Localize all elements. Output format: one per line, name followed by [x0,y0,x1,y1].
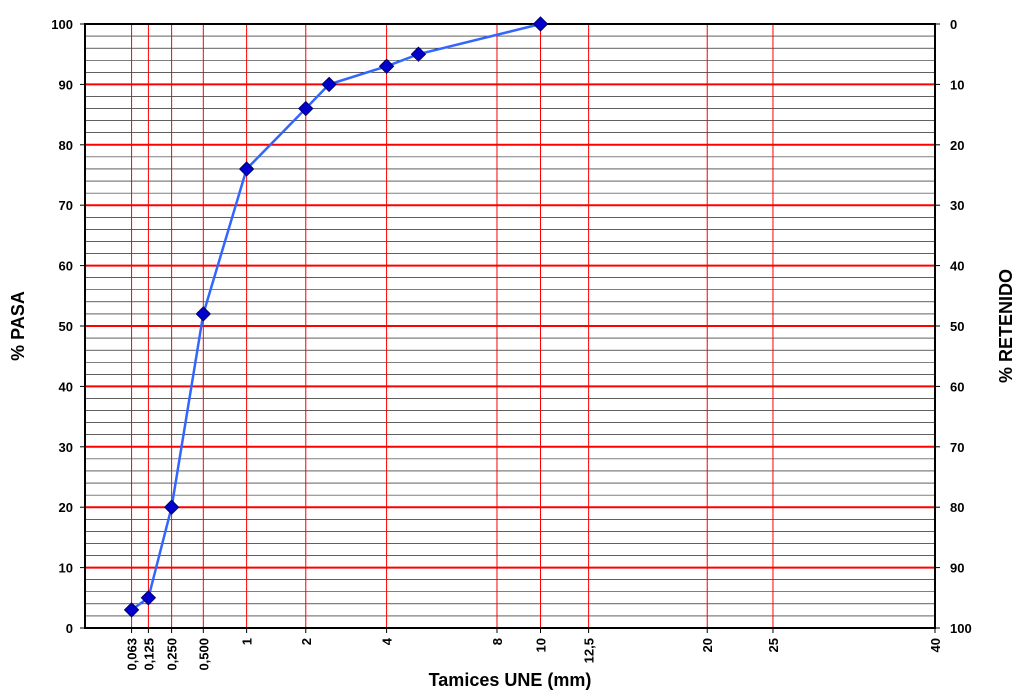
data-point [321,76,337,93]
y2-tick-label: 60 [950,379,964,394]
x-tick-label: 0,125 [141,638,156,671]
y-tick-label: 10 [59,561,73,576]
y-axis-title: % PASA [8,291,28,361]
y2-tick-label: 80 [950,500,964,515]
x-tick-label: 0,500 [196,638,211,671]
y2-tick-label: 0 [950,17,957,32]
y-tick-label: 90 [59,77,73,92]
y-tick-label: 100 [51,17,73,32]
plot-border [84,23,936,629]
x-tick-label: 25 [766,638,781,652]
y-tick-label: 70 [59,198,73,213]
y2-tick-label: 50 [950,319,964,334]
x-tick-label: 0,063 [125,638,140,671]
data-point [410,46,427,62]
y2-axis-title: % RETENIDO [996,269,1016,383]
y2-tick-label: 90 [950,561,964,576]
x-tick-label: 8 [490,638,505,645]
x-tick-label: 2 [299,638,314,645]
data-line [130,22,541,611]
y-tick-label: 20 [59,500,73,515]
x-tick-label: 12,5 [582,638,597,663]
data-point [123,602,140,618]
data-point [378,58,395,74]
y-tick-label: 60 [59,259,73,274]
y2-tick-label: 70 [950,440,964,455]
y2-tick-label: 100 [950,621,972,636]
x-tick-label: 1 [240,638,255,645]
y-tick-label: 50 [59,319,73,334]
x-tick-label: 0,250 [165,638,180,671]
data-point [532,16,549,32]
data-point [163,499,180,515]
y2-tick-label: 40 [950,259,964,274]
data-point [298,100,314,117]
data-point [140,590,157,606]
y-tick-label: 30 [59,440,73,455]
x-tick-label: 40 [928,638,943,652]
x-axis-title: Tamices UNE (mm) [429,670,592,690]
y2-tick-label: 30 [950,198,964,213]
x-tick-label: 20 [700,638,715,652]
y-tick-label: 0 [66,621,73,636]
y-tick-label: 40 [59,379,73,394]
data-point [195,306,212,322]
x-tick-label: 10 [534,638,549,652]
data-point [238,161,255,177]
x-tick-label: 4 [380,637,395,645]
y-tick-label: 80 [59,138,73,153]
y2-tick-label: 10 [950,77,964,92]
y2-tick-label: 20 [950,138,964,153]
